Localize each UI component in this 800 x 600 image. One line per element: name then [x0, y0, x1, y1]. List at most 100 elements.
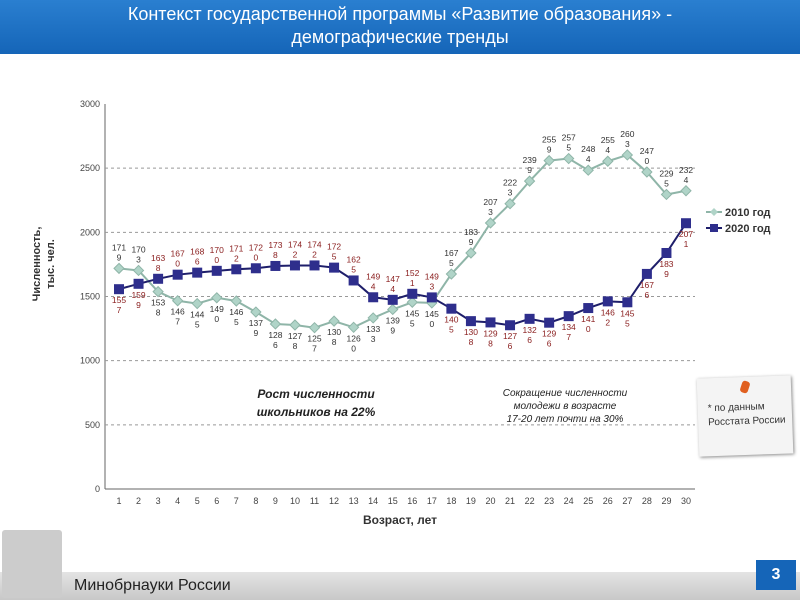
data-label: 162 5: [347, 254, 361, 274]
x-tick-label: 22: [525, 496, 535, 506]
data-point: [250, 263, 261, 274]
data-point: [504, 198, 516, 210]
legend-marker: [710, 208, 718, 216]
x-tick-label: 4: [175, 496, 180, 506]
data-label: 130 8: [464, 327, 478, 347]
data-point: [602, 155, 614, 167]
data-point: [367, 312, 379, 324]
data-label: 140 5: [444, 315, 458, 335]
x-tick-label: 27: [622, 496, 632, 506]
data-point: [426, 292, 437, 303]
y-axis-label: Численность, тыс. чел.: [31, 227, 57, 302]
data-point: [308, 321, 321, 334]
data-point: [445, 268, 458, 280]
x-tick-label: 12: [329, 496, 339, 506]
data-point: [133, 278, 144, 289]
data-point: [641, 166, 653, 178]
x-tick-label: 13: [349, 496, 359, 506]
x-tick-label: 3: [156, 496, 161, 506]
data-point: [230, 295, 243, 307]
data-label: 127 8: [288, 331, 302, 351]
data-point: [231, 264, 242, 275]
data-point: [309, 260, 320, 271]
x-tick-label: 19: [466, 496, 476, 506]
data-label: 168 6: [190, 247, 204, 267]
data-label: 239 9: [522, 155, 536, 175]
data-label: 126 0: [347, 333, 361, 353]
data-label: 255 4: [601, 135, 615, 155]
data-point: [171, 295, 184, 307]
footer-organization: Минобрнауки России: [74, 577, 231, 594]
data-point: [661, 247, 672, 258]
data-label: 152 1: [405, 268, 419, 288]
data-point: [250, 306, 262, 318]
data-point: [114, 284, 124, 295]
data-label: 149 3: [425, 271, 439, 291]
data-point: [523, 175, 536, 187]
legend-label: 2010 год: [725, 207, 771, 219]
data-point: [152, 285, 164, 298]
y-tick-label: 2500: [80, 163, 100, 173]
x-tick-label: 11: [310, 496, 319, 506]
data-label: 207 3: [483, 197, 497, 217]
y-tick-label: 1500: [80, 292, 100, 302]
title-line-1: Контекст государственной программы «Разв…: [127, 4, 673, 24]
data-point: [211, 265, 222, 276]
data-point: [485, 317, 496, 328]
data-point: [681, 218, 691, 229]
data-label: 146 5: [229, 307, 243, 327]
data-label: 183 9: [659, 259, 673, 279]
data-point: [132, 264, 145, 277]
x-tick-label: 28: [642, 496, 652, 506]
data-point: [329, 262, 340, 273]
data-point: [484, 217, 497, 229]
data-label: 137 9: [249, 318, 263, 338]
data-point: [192, 267, 203, 278]
data-label: 171 9: [112, 242, 126, 262]
data-label: 155 7: [112, 295, 126, 315]
data-point: [153, 273, 164, 284]
y-tick-label: 1000: [80, 356, 100, 366]
x-tick-label: 17: [427, 496, 437, 506]
data-point: [348, 275, 359, 286]
data-label: 222 3: [503, 178, 517, 198]
data-point: [368, 292, 379, 303]
data-label: 174 2: [288, 239, 302, 259]
data-label: 172 0: [249, 242, 263, 262]
data-label: 255 9: [542, 135, 556, 155]
data-point: [407, 288, 418, 299]
y-tick-label: 500: [85, 420, 100, 430]
data-label: 153 8: [151, 298, 165, 318]
coat-of-arms-emblem: [2, 530, 62, 598]
x-tick-label: 20: [485, 496, 495, 506]
title-line-2: демографические тренды: [291, 27, 509, 47]
data-label: 167 5: [444, 248, 458, 268]
data-label: 145 5: [405, 308, 419, 328]
data-point: [465, 247, 477, 259]
x-tick-label: 21: [505, 496, 515, 506]
slide-title: Контекст государственной программы «Разв…: [0, 0, 800, 54]
data-label: 159 9: [131, 290, 145, 310]
data-label: 127 6: [503, 331, 517, 351]
data-label: 171 2: [229, 243, 243, 263]
data-label: 146 7: [171, 307, 185, 327]
data-label: 128 6: [268, 330, 282, 350]
data-point: [621, 149, 634, 161]
x-tick-label: 24: [564, 496, 574, 506]
y-axis-label-line-2: тыс. чел.: [45, 239, 57, 289]
data-label: 163 8: [151, 253, 165, 273]
x-tick-label: 14: [368, 496, 378, 506]
data-label: 248 4: [581, 144, 595, 164]
x-tick-label: 16: [407, 496, 417, 506]
x-tick-label: 9: [273, 496, 278, 506]
annotation-school-growth: Рост численности школьников на 22%: [257, 387, 376, 419]
legend-label: 2020 год: [725, 223, 771, 235]
data-point: [191, 297, 203, 310]
data-label: 129 8: [483, 328, 497, 348]
data-label: 145 5: [620, 308, 634, 328]
data-label: 141 0: [581, 314, 595, 334]
x-tick-label: 2: [136, 496, 141, 506]
data-label: 229 5: [659, 168, 673, 188]
data-point: [270, 260, 281, 271]
